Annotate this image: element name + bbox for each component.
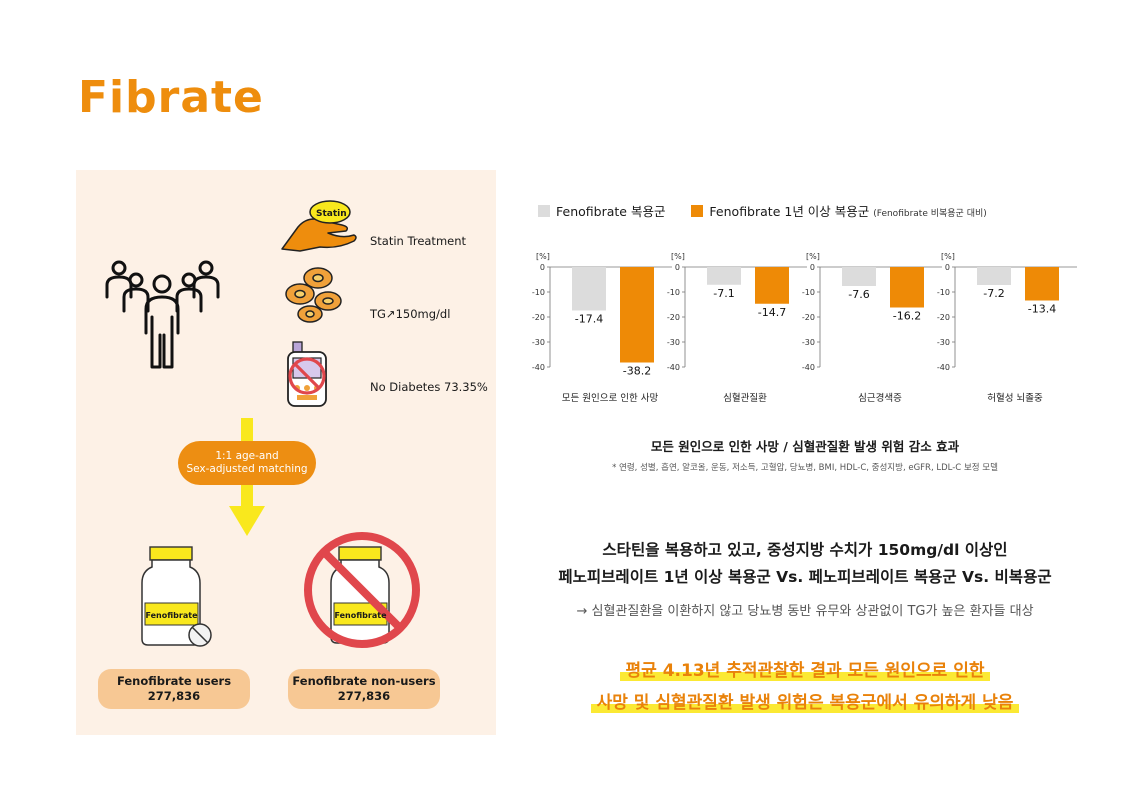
y-tick-label: -20	[532, 313, 545, 322]
no-diabetes-icon	[287, 341, 327, 407]
y-tick-label: 0	[810, 263, 815, 272]
matching-line1: 1:1 age-and	[215, 450, 279, 462]
y-tick-label: -10	[667, 288, 680, 297]
matching-badge: 1:1 age-and Sex-adjusted matching	[178, 441, 316, 485]
bar-value-label: -7.6	[848, 288, 869, 301]
tg-cells-icon	[285, 267, 342, 323]
bar-gray	[977, 267, 1011, 285]
y-unit-label: [%]	[536, 252, 550, 261]
bar-orange	[620, 267, 654, 363]
y-tick-label: -10	[937, 288, 950, 297]
highlight-text-1: 평균 4.13년 추적관찰한 결과 모든 원인으로 인한	[619, 661, 991, 681]
bar-orange	[755, 267, 789, 304]
y-tick-label: -30	[937, 338, 950, 347]
y-tick-label: 0	[945, 263, 950, 272]
group-nonusers-count: 277,836	[337, 689, 391, 703]
group-users-label: Fenofibrate users	[116, 674, 232, 688]
legend-gray-swatch	[538, 205, 550, 217]
legend-orange-label: Fenofibrate 1년 이상 복용군	[709, 204, 870, 219]
highlight-text-2: 사망 및 심혈관질환 발생 위험은 복용군에서 유의하게 낮음	[590, 693, 1020, 713]
y-tick-label: -40	[532, 363, 545, 372]
group-nonusers-pill: Fenofibrate non-users 277,836	[288, 669, 440, 709]
criterion-diabetes-label: No Diabetes 73.35%	[370, 380, 488, 394]
highlight-line-2: 사망 및 심혈관질환 발생 위험은 복용군에서 유의하게 낮음	[520, 688, 1090, 713]
y-tick-label: -20	[937, 313, 950, 322]
bar-value-label: -13.4	[1028, 303, 1056, 316]
bar-gray	[707, 267, 741, 285]
group-nonusers-label: Fenofibrate non-users	[292, 674, 436, 688]
bottle-label-nonusers: Fenofibrate	[334, 611, 387, 620]
y-unit-label: [%]	[941, 252, 955, 261]
bar-gray	[842, 267, 876, 286]
category-label: 모든 원인으로 인한 사망	[562, 393, 659, 404]
y-tick-label: -40	[667, 363, 680, 372]
y-tick-label: -10	[532, 288, 545, 297]
category-label: 심혈관질환	[723, 392, 767, 404]
bottle-label-users: Fenofibrate	[145, 611, 198, 620]
group-users-pill: Fenofibrate users 277,836	[98, 669, 250, 709]
bar-gray	[572, 267, 606, 311]
chart-title: 모든 원인으로 인한 사망 / 심혈관질환 발생 위험 감소 효과	[650, 439, 960, 454]
statin-hand-icon	[281, 200, 357, 252]
bar-value-label: -14.7	[758, 306, 786, 319]
y-tick-label: -20	[802, 313, 815, 322]
legend-orange-swatch	[691, 205, 704, 217]
statin-badge-text: Statin	[316, 209, 347, 219]
y-tick-label: -40	[937, 363, 950, 372]
bar-orange	[1025, 267, 1059, 301]
risk-reduction-chart: [%] 0 -10 -20 -30 -40 -17.4 -38.2 모든 원인으로 인한 사망 […	[532, 252, 1077, 404]
y-tick-label: -10	[802, 288, 815, 297]
chart-footnote: * 연령, 성별, 흡연, 알코올, 운동, 저소득, 고혈압, 당뇨병, BM…	[612, 463, 998, 473]
y-tick-label: 0	[675, 263, 680, 272]
chart-legend: Fenofibrate 복용군 Fenofibrate 1년 이상 복용군 (F…	[538, 201, 987, 220]
bar-value-label: -16.2	[893, 310, 921, 323]
bar-value-label: -7.2	[983, 287, 1004, 300]
summary-line-1: 스타틴을 복용하고 있고, 중성지방 수치가 150mg/dl 이상인	[602, 541, 1008, 559]
highlight-line-1: 평균 4.13년 추적관찰한 결과 모든 원인으로 인한	[520, 656, 1090, 681]
y-tick-label: 0	[540, 263, 545, 272]
people-group-icon	[105, 260, 220, 369]
no-fenofibrate-icon	[304, 532, 420, 648]
y-tick-label: -20	[667, 313, 680, 322]
bar-orange	[890, 267, 924, 308]
y-tick-label: -30	[532, 338, 545, 347]
page-title: Fibrate	[78, 72, 264, 123]
bar-value-label: -38.2	[623, 365, 651, 378]
bar-value-label: -17.4	[575, 313, 603, 326]
summary-line-2: 페노피브레이트 1년 이상 복용군 Vs. 페노피브레이트 복용군 Vs. 비복…	[558, 568, 1052, 586]
criterion-statin-label: Statin Treatment	[370, 234, 467, 248]
y-tick-label: -40	[802, 363, 815, 372]
matching-line2: Sex-adjusted matching	[186, 463, 308, 475]
fenofibrate-bottle-icon	[141, 546, 212, 647]
legend-gray-label: Fenofibrate 복용군	[556, 204, 666, 219]
group-users-count: 277,836	[147, 689, 201, 703]
y-unit-label: [%]	[671, 252, 685, 261]
y-tick-label: -30	[802, 338, 815, 347]
criterion-tg-label: TG↗150mg/dl	[370, 307, 451, 321]
y-tick-label: -30	[667, 338, 680, 347]
legend-orange-note: (Fenofibrate 비복용군 대비)	[873, 209, 987, 219]
bar-value-label: -7.1	[713, 287, 734, 300]
summary-note: → 심혈관질환을 이환하지 않고 당뇨병 동반 유무와 상관없이 TG가 높은 …	[576, 604, 1034, 619]
category-label: 허혈성 뇌졸중	[987, 392, 1043, 404]
category-label: 심근경색증	[858, 392, 902, 404]
y-unit-label: [%]	[806, 252, 820, 261]
